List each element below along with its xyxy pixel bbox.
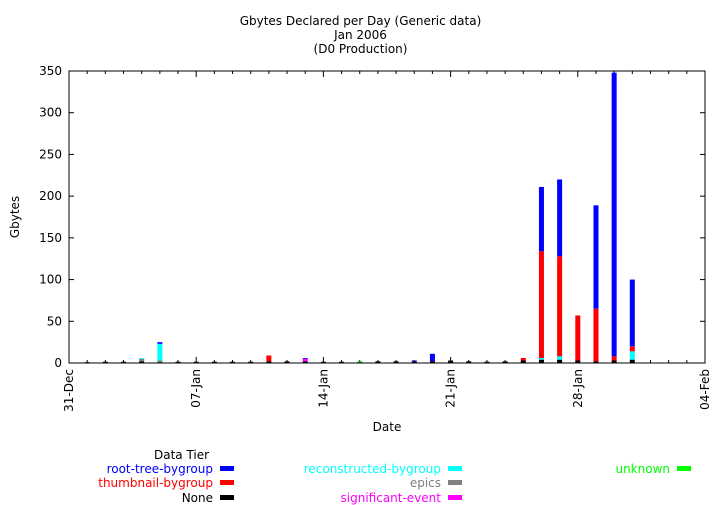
legend-swatch-epics [448, 480, 462, 485]
y-tick-label: 300 [39, 106, 62, 120]
plot-frame [68, 70, 706, 364]
bar-segment-None [121, 361, 127, 363]
y-tick-label: 250 [39, 147, 62, 161]
bar-segment-unknown [357, 361, 363, 363]
bar-segment-root-tree-bygroup [629, 279, 635, 347]
bar-segment-thumbnail-bygroup [629, 346, 635, 352]
legend-label-significant-event: significant-event [340, 491, 441, 505]
bar-segment-thumbnail-bygroup [575, 315, 581, 361]
bar-segment-epics [157, 360, 163, 363]
bar-segment-reconstructed-bygroup [538, 357, 544, 360]
chart-subtitle-production: (D0 Production) [313, 42, 408, 56]
y-tick-label: 200 [39, 189, 62, 203]
bar-segment-None [302, 361, 308, 363]
bar-segment-thumbnail-bygroup [520, 357, 526, 361]
legend-label-reconstructed-bygroup: reconstructed-bygroup [303, 462, 441, 476]
bar-segment-root-tree-bygroup [538, 186, 544, 252]
bar-segment-None [284, 361, 290, 363]
chart-subtitle-date: Jan 2006 [334, 28, 387, 42]
bar-segment-None [339, 361, 345, 363]
legend-label-thumbnail-bygroup: thumbnail-bygroup [98, 476, 213, 490]
bar-segment-root-tree-bygroup [302, 357, 308, 359]
bar-segment-None [357, 362, 363, 363]
y-tick-label: 0 [54, 356, 62, 370]
bar-segment-root-tree-bygroup [557, 179, 563, 257]
bar-segment-significant-event [302, 358, 308, 362]
bar-segment-None [448, 360, 454, 363]
bar-segment-root-tree-bygroup [593, 205, 599, 309]
bar-segment-None [193, 361, 199, 363]
x-tick-label: 28-Jan [571, 369, 585, 408]
bar-segment-root-tree-bygroup [429, 353, 435, 362]
legend-swatch-None [220, 495, 234, 500]
bar-segment-None [139, 361, 145, 363]
bar-segment-None [484, 361, 490, 363]
bar-segment-None [248, 361, 254, 363]
bar-segment-None [411, 361, 417, 363]
y-tick-label: 100 [39, 273, 62, 287]
legend-label-unknown: unknown [615, 462, 670, 476]
bar-segment-None [393, 361, 399, 363]
bar-segment-None [538, 359, 544, 363]
legend-label-None: None [181, 491, 213, 505]
legend-swatch-unknown [677, 466, 691, 471]
bar-segment-None [557, 359, 563, 363]
bar-segment-None [211, 361, 217, 363]
bar-segment-root-tree-bygroup [611, 72, 617, 357]
legend-swatch-reconstructed-bygroup [448, 466, 462, 471]
bar-segment-reconstructed-bygroup [629, 351, 635, 360]
bar-segment-None [575, 360, 581, 363]
legend-swatch-significant-event [448, 495, 462, 500]
bar-segment-reconstructed-bygroup [157, 343, 163, 361]
bar-segment-None [466, 361, 472, 363]
legend-label-root-tree-bygroup: root-tree-bygroup [106, 462, 213, 476]
bar-segment-reconstructed-bygroup [139, 357, 145, 359]
x-tick-label: 21-Jan [444, 369, 458, 408]
bar-segment-None [175, 361, 181, 363]
bar-segment-thumbnail-bygroup [266, 355, 272, 362]
bar-segment-None [102, 361, 108, 363]
bar-segment-None [375, 361, 381, 363]
bar-segment-root-tree-bygroup [157, 342, 163, 344]
bar-segment-None [266, 361, 272, 363]
bar-segment-None [629, 359, 635, 363]
bar-segment-None [611, 360, 617, 363]
x-axis-label: Date [373, 420, 402, 434]
bar-segment-thumbnail-bygroup [593, 308, 599, 362]
bar-segment-epics [139, 358, 145, 362]
y-tick-label: 150 [39, 231, 62, 245]
bar-segment-root-tree-bygroup [411, 360, 417, 362]
chart-title: Gbytes Declared per Day (Generic data) [239, 14, 482, 28]
legend-label-epics: epics [409, 476, 441, 490]
y-axis-label: Gbytes [8, 196, 22, 238]
x-tick-label: 31-Dec [62, 369, 76, 412]
bar-segment-None [429, 361, 435, 363]
bar-segment-None [84, 362, 90, 363]
legend-title: Data Tier [154, 448, 210, 462]
bar-segment-thumbnail-bygroup [557, 256, 563, 357]
bar-segment-thumbnail-bygroup [538, 251, 544, 358]
bar-segment-None [520, 360, 526, 363]
bar-segment-None [230, 361, 236, 363]
bar-segment-None [593, 361, 599, 363]
x-tick-label: 04-Feb [698, 369, 712, 410]
bar-segment-thumbnail-bygroup [611, 356, 617, 361]
y-tick-label: 50 [47, 314, 62, 328]
legend-swatch-thumbnail-bygroup [220, 480, 234, 485]
bar-segment-None [502, 361, 508, 363]
x-tick-label: 07-Jan [189, 369, 203, 408]
legend-swatch-root-tree-bygroup [220, 466, 234, 471]
bar-segment-None [320, 361, 326, 363]
bar-segment-None [157, 362, 163, 363]
x-tick-label: 14-Jan [316, 369, 330, 408]
y-tick-label: 350 [39, 64, 62, 78]
bar-segment-reconstructed-bygroup [557, 356, 563, 360]
